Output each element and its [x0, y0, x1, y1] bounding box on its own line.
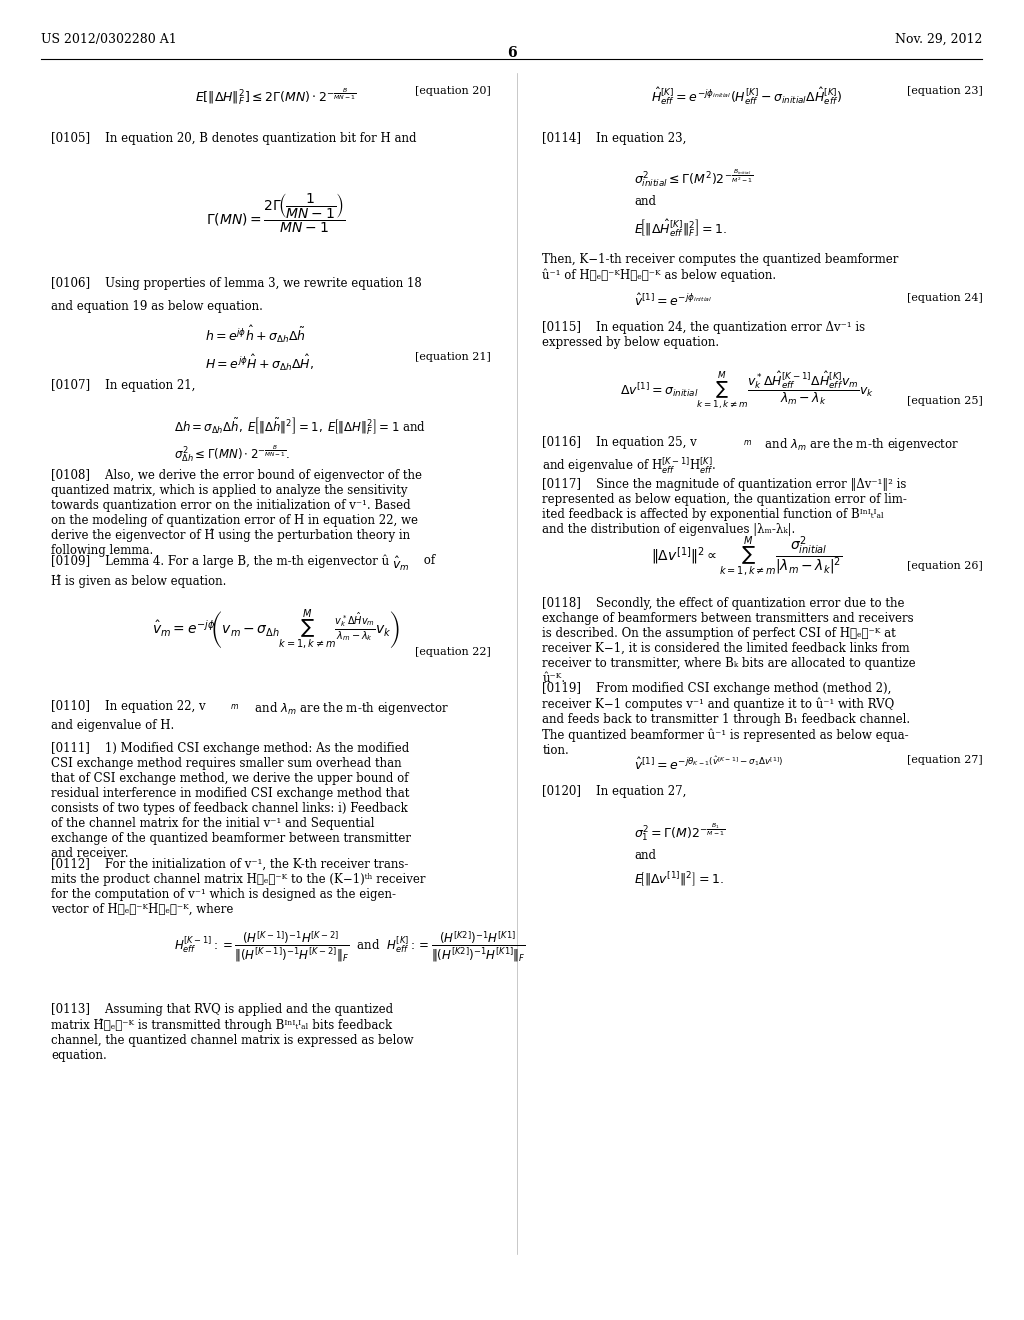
Text: [equation 21]: [equation 21] [416, 352, 492, 363]
Text: [0112]    For the initialization of v⁻¹, the K-th receiver trans-
mits the produ: [0112] For the initialization of v⁻¹, th… [51, 858, 426, 916]
Text: [0119]    From modified CSI exchange method (method 2),
receiver K−1 computes v⁻: [0119] From modified CSI exchange method… [543, 682, 910, 756]
Text: $\Delta h = \sigma_{\Delta h}\Delta\tilde{h},\ E\!\left[\|\Delta\tilde{h}\|^2\ri: $\Delta h = \sigma_{\Delta h}\Delta\tild… [174, 416, 426, 437]
Text: $\sigma^2_{\mathit{initial}} \leq \Gamma(M^2) 2^{-\frac{B_{\mathit{initial}}}{M^: $\sigma^2_{\mathit{initial}} \leq \Gamma… [635, 168, 754, 189]
Text: $E\!\left[\|\Delta v^{[1]}\|^2\right]=1.$: $E\!\left[\|\Delta v^{[1]}\|^2\right]=1.… [635, 871, 725, 890]
Text: $\sigma_1^2 = \Gamma(M)2^{-\frac{B_1}{M-1}}$: $\sigma_1^2 = \Gamma(M)2^{-\frac{B_1}{M-… [635, 821, 726, 842]
Text: [0111]    1) Modified CSI exchange method: As the modified
CSI exchange method r: [0111] 1) Modified CSI exchange method: … [51, 742, 412, 859]
Text: [0116]    In equation 25, v: [0116] In equation 25, v [543, 436, 697, 449]
Text: [0108]    Also, we derive the error bound of eigenvector of the
quantized matrix: [0108] Also, we derive the error bound o… [51, 469, 422, 557]
Text: Nov. 29, 2012: Nov. 29, 2012 [895, 33, 982, 46]
Text: [equation 24]: [equation 24] [906, 293, 982, 304]
Text: $\hat{v}^{[1]}=e^{-j\phi_{\mathit{initial}}}$: $\hat{v}^{[1]}=e^{-j\phi_{\mathit{initia… [635, 293, 713, 309]
Text: and equation 19 as below equation.: and equation 19 as below equation. [51, 300, 263, 313]
Text: [equation 27]: [equation 27] [906, 755, 982, 766]
Text: and: and [635, 849, 656, 862]
Text: of: of [420, 554, 435, 568]
Text: [0115]    In equation 24, the quantization error Δv⁻¹ is
expressed by below equa: [0115] In equation 24, the quantization … [543, 321, 865, 348]
Text: and $\lambda_m$ are the m-th eigenvector: and $\lambda_m$ are the m-th eigenvector [251, 700, 450, 717]
Text: [equation 22]: [equation 22] [416, 647, 492, 657]
Text: Then, K−1-th receiver computes the quantized beamformer
û⁻¹ of H₞ₑ₟⁻ᴷH₞ₑ₟⁻ᴷ as b: Then, K−1-th receiver computes the quant… [543, 253, 899, 282]
Text: [equation 20]: [equation 20] [416, 86, 492, 96]
Text: $\hat{H}_{\mathit{eff}}^{[K]}=e^{-j\phi_{\mathit{initial}}}(H_{\mathit{eff}}^{[K: $\hat{H}_{\mathit{eff}}^{[K]}=e^{-j\phi_… [651, 86, 843, 107]
Text: and eigenvalue of H$_{\mathit{eff}}^{[K-1]}$H$_{\mathit{eff}}^{[K]}$.: and eigenvalue of H$_{\mathit{eff}}^{[K-… [543, 455, 717, 475]
Text: Ĥ is given as below equation.: Ĥ is given as below equation. [51, 574, 226, 587]
Text: $\hat{v}^{[1]}=e^{-j\theta_{K-1}(\hat{v}^{[K-1]}-\sigma_1\Delta v^{[1]})}$: $\hat{v}^{[1]}=e^{-j\theta_{K-1}(\hat{v}… [635, 755, 784, 772]
Text: [0120]    In equation 27,: [0120] In equation 27, [543, 785, 687, 799]
Text: [0118]    Secondly, the effect of quantization error due to the
exchange of beam: [0118] Secondly, the effect of quantizat… [543, 597, 916, 685]
Text: $E[\|\Delta H\|_F^2] \leq 2\Gamma(MN) \cdot 2^{-\frac{B}{MN-1}}$: $E[\|\Delta H\|_F^2] \leq 2\Gamma(MN) \c… [196, 86, 357, 107]
Text: $_m$: $_m$ [230, 702, 240, 713]
Text: $\hat{v}_m = e^{-j\phi}\!\left(v_m - \sigma_{\Delta h}\sum_{k=1,k\neq m}^{M}\fra: $\hat{v}_m = e^{-j\phi}\!\left(v_m - \si… [153, 607, 400, 652]
Text: [0114]    In equation 23,: [0114] In equation 23, [543, 132, 687, 145]
Text: [0106]    Using properties of lemma 3, we rewrite equation 18: [0106] Using properties of lemma 3, we r… [51, 277, 422, 290]
Text: and $\lambda_m$ are the m-th eigenvector: and $\lambda_m$ are the m-th eigenvector [762, 436, 959, 453]
Text: [equation 25]: [equation 25] [906, 396, 982, 407]
Text: $\|\Delta v^{[1]}\|^2 \propto \sum_{k=1,k\neq m}^{M} \dfrac{\sigma_{\mathit{init: $\|\Delta v^{[1]}\|^2 \propto \sum_{k=1,… [651, 535, 843, 579]
Text: [equation 26]: [equation 26] [906, 561, 982, 572]
Text: $\Delta v^{[1]} = \sigma_{\mathit{initial}}\sum_{k=1,k\neq m}^{M}\dfrac{v_k^*\De: $\Delta v^{[1]} = \sigma_{\mathit{initia… [620, 370, 874, 412]
Text: [0117]    Since the magnitude of quantization error ‖Δv⁻¹‖² is
represented as be: [0117] Since the magnitude of quantizati… [543, 478, 907, 536]
Text: and eigenvalue of H.: and eigenvalue of H. [51, 719, 174, 733]
Text: $E\!\left[\|\Delta\hat{H}_{\mathit{eff}}^{[K]}\|_F^2\right]=1.$: $E\!\left[\|\Delta\hat{H}_{\mathit{eff}}… [635, 218, 728, 239]
Text: $h=e^{j\phi}\hat{h}+\sigma_{\Delta h}\Delta\tilde{h}$: $h=e^{j\phi}\hat{h}+\sigma_{\Delta h}\De… [205, 323, 305, 345]
Text: 6: 6 [507, 46, 516, 61]
Text: $_m$: $_m$ [743, 438, 752, 449]
Text: $\Gamma(MN) = \dfrac{2\Gamma\!\left(\dfrac{1}{MN-1}\right)}{MN-1}$: $\Gamma(MN) = \dfrac{2\Gamma\!\left(\dfr… [207, 191, 346, 235]
Text: $\sigma_{\Delta h}^2 \leq \Gamma(MN)\cdot 2^{-\frac{B}{MN-1}}.$: $\sigma_{\Delta h}^2 \leq \Gamma(MN)\cdo… [174, 444, 291, 465]
Text: $\hat{v}_m$: $\hat{v}_m$ [392, 554, 410, 573]
Text: [0109]    Lemma 4. For a large B, the m-th eigenvector û: [0109] Lemma 4. For a large B, the m-th … [51, 554, 389, 568]
Text: US 2012/0302280 A1: US 2012/0302280 A1 [41, 33, 177, 46]
Text: [0107]    In equation 21,: [0107] In equation 21, [51, 379, 196, 392]
Text: and  $H_{\mathit{eff}}^{[K]}:=\dfrac{(H^{[K2]})^{-1}H^{[K1]}}{\|(H^{[K2]})^{-1}H: and $H_{\mathit{eff}}^{[K]}:=\dfrac{(H^{… [353, 929, 526, 964]
Text: [0110]    In equation 22, v: [0110] In equation 22, v [51, 700, 206, 713]
Text: and: and [635, 195, 656, 209]
Text: [0105]    In equation 20, B denotes quantization bit for H and: [0105] In equation 20, B denotes quantiz… [51, 132, 417, 145]
Text: $H_{\mathit{eff}}^{[K-1]}:=\dfrac{(H^{[K-1]})^{-1}H^{[K-2]}}{\|(H^{[K-1]})^{-1}H: $H_{\mathit{eff}}^{[K-1]}:=\dfrac{(H^{[K… [174, 929, 349, 964]
Text: [equation 23]: [equation 23] [906, 86, 982, 96]
Text: [0113]    Assuming that RVQ is applied and the quantized
matrix Ĥ₞ₑ₟⁻ᴷ is trans: [0113] Assuming that RVQ is applied and … [51, 1003, 414, 1061]
Text: $H=e^{j\phi}\hat{H}+\sigma_{\Delta h}\Delta\hat{H},$: $H=e^{j\phi}\hat{H}+\sigma_{\Delta h}\De… [205, 352, 313, 372]
